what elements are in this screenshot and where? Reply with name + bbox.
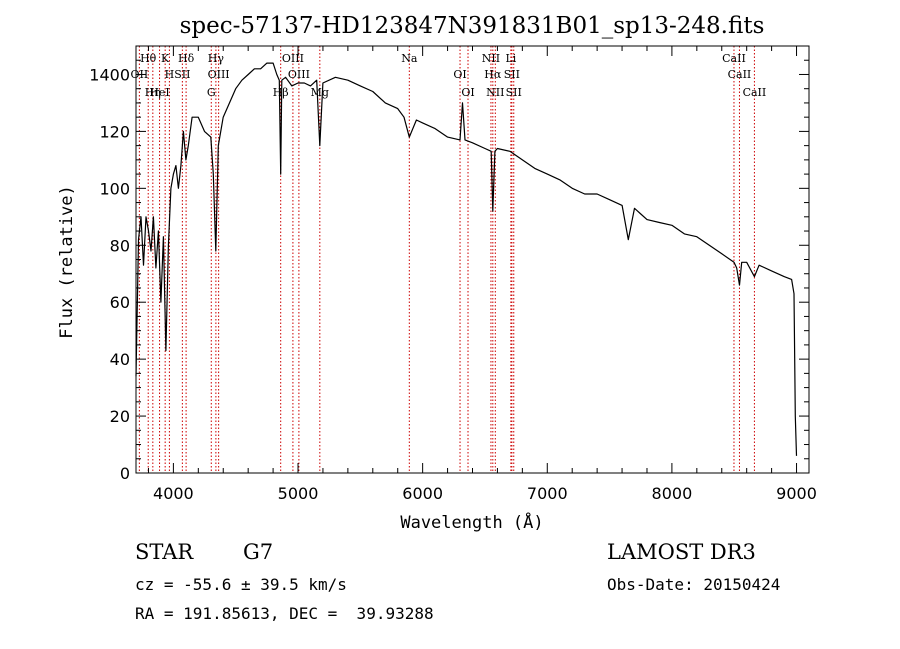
y-tick-label: 20 [110, 407, 130, 426]
spectral-line-markers [138, 46, 755, 473]
line-label: CaII [743, 86, 767, 99]
y-axis-label: Flux (relative) [57, 185, 77, 339]
x-axis: 4000 5000 6000 7000 8000 9000 [147, 46, 817, 503]
x-tick-label: 8000 [652, 484, 693, 503]
line-label: NII [486, 86, 504, 99]
observation-date: Obs-Date: 20150424 [607, 575, 781, 594]
x-tick-label: 4000 [153, 484, 194, 503]
x-tick-label: 9000 [776, 484, 817, 503]
coordinates: RA = 191.85613, DEC = 39.93288 [135, 604, 434, 623]
line-label: Hα [484, 68, 502, 81]
y-tick-label: 100 [99, 179, 130, 198]
object-subclass: G7 [243, 540, 274, 564]
y-axis: 0 20 40 60 80 100 120 1400 [89, 59, 809, 483]
plot-frame [135, 45, 810, 474]
spectrum-series [135, 62, 798, 456]
y-tick-label: 40 [110, 350, 130, 369]
line-label: Hθ [140, 52, 157, 65]
y-tick-label: 60 [110, 293, 130, 312]
line-label: OIII [208, 68, 230, 81]
object-class: STAR [135, 540, 194, 564]
line-label: Mg [311, 86, 329, 99]
line-label: G [207, 86, 216, 99]
spectrum-line [135, 62, 798, 456]
line-label: H [165, 68, 175, 81]
x-tick-label: 6000 [402, 484, 443, 503]
line-label: Hγ [208, 52, 225, 65]
x-tick-label: 5000 [278, 484, 319, 503]
y-tick-label: 0 [120, 464, 130, 483]
line-label: SII [506, 86, 522, 99]
line-label: Hβ [273, 86, 289, 99]
line-label: K [161, 52, 170, 65]
line-label: Na [401, 52, 418, 65]
line-label: NII [482, 52, 500, 65]
y-tick-label: 80 [110, 236, 130, 255]
line-label: Li [505, 52, 516, 65]
spectral-line-labels: HθOIIHeIKHHηHδSIIGHγOIIIHβOIIIOIIIMgNaOI… [131, 52, 767, 99]
x-tick-label: 7000 [527, 484, 568, 503]
line-label: OIII [282, 52, 304, 65]
y-tick-label: 120 [99, 122, 130, 141]
line-label: OIII [288, 68, 310, 81]
x-axis-label: Wavelength (Å) [400, 511, 543, 533]
redshift-value: cz = -55.6 ± 39.5 km/s [135, 575, 347, 594]
line-label: OI [461, 86, 474, 99]
line-label: CaII [722, 52, 746, 65]
survey-name: LAMOST DR3 [607, 540, 756, 564]
line-label: Hδ [178, 52, 195, 65]
line-label: SII [174, 68, 190, 81]
line-label: CaII [728, 68, 752, 81]
line-label: OI [453, 68, 466, 81]
chart-title: spec-57137-HD123847N391831B01_sp13-248.f… [180, 13, 765, 39]
y-tick-label: 1400 [89, 65, 130, 84]
line-label: Hη [145, 86, 161, 99]
line-label: SII [504, 68, 520, 81]
line-label: HeI [149, 86, 169, 99]
